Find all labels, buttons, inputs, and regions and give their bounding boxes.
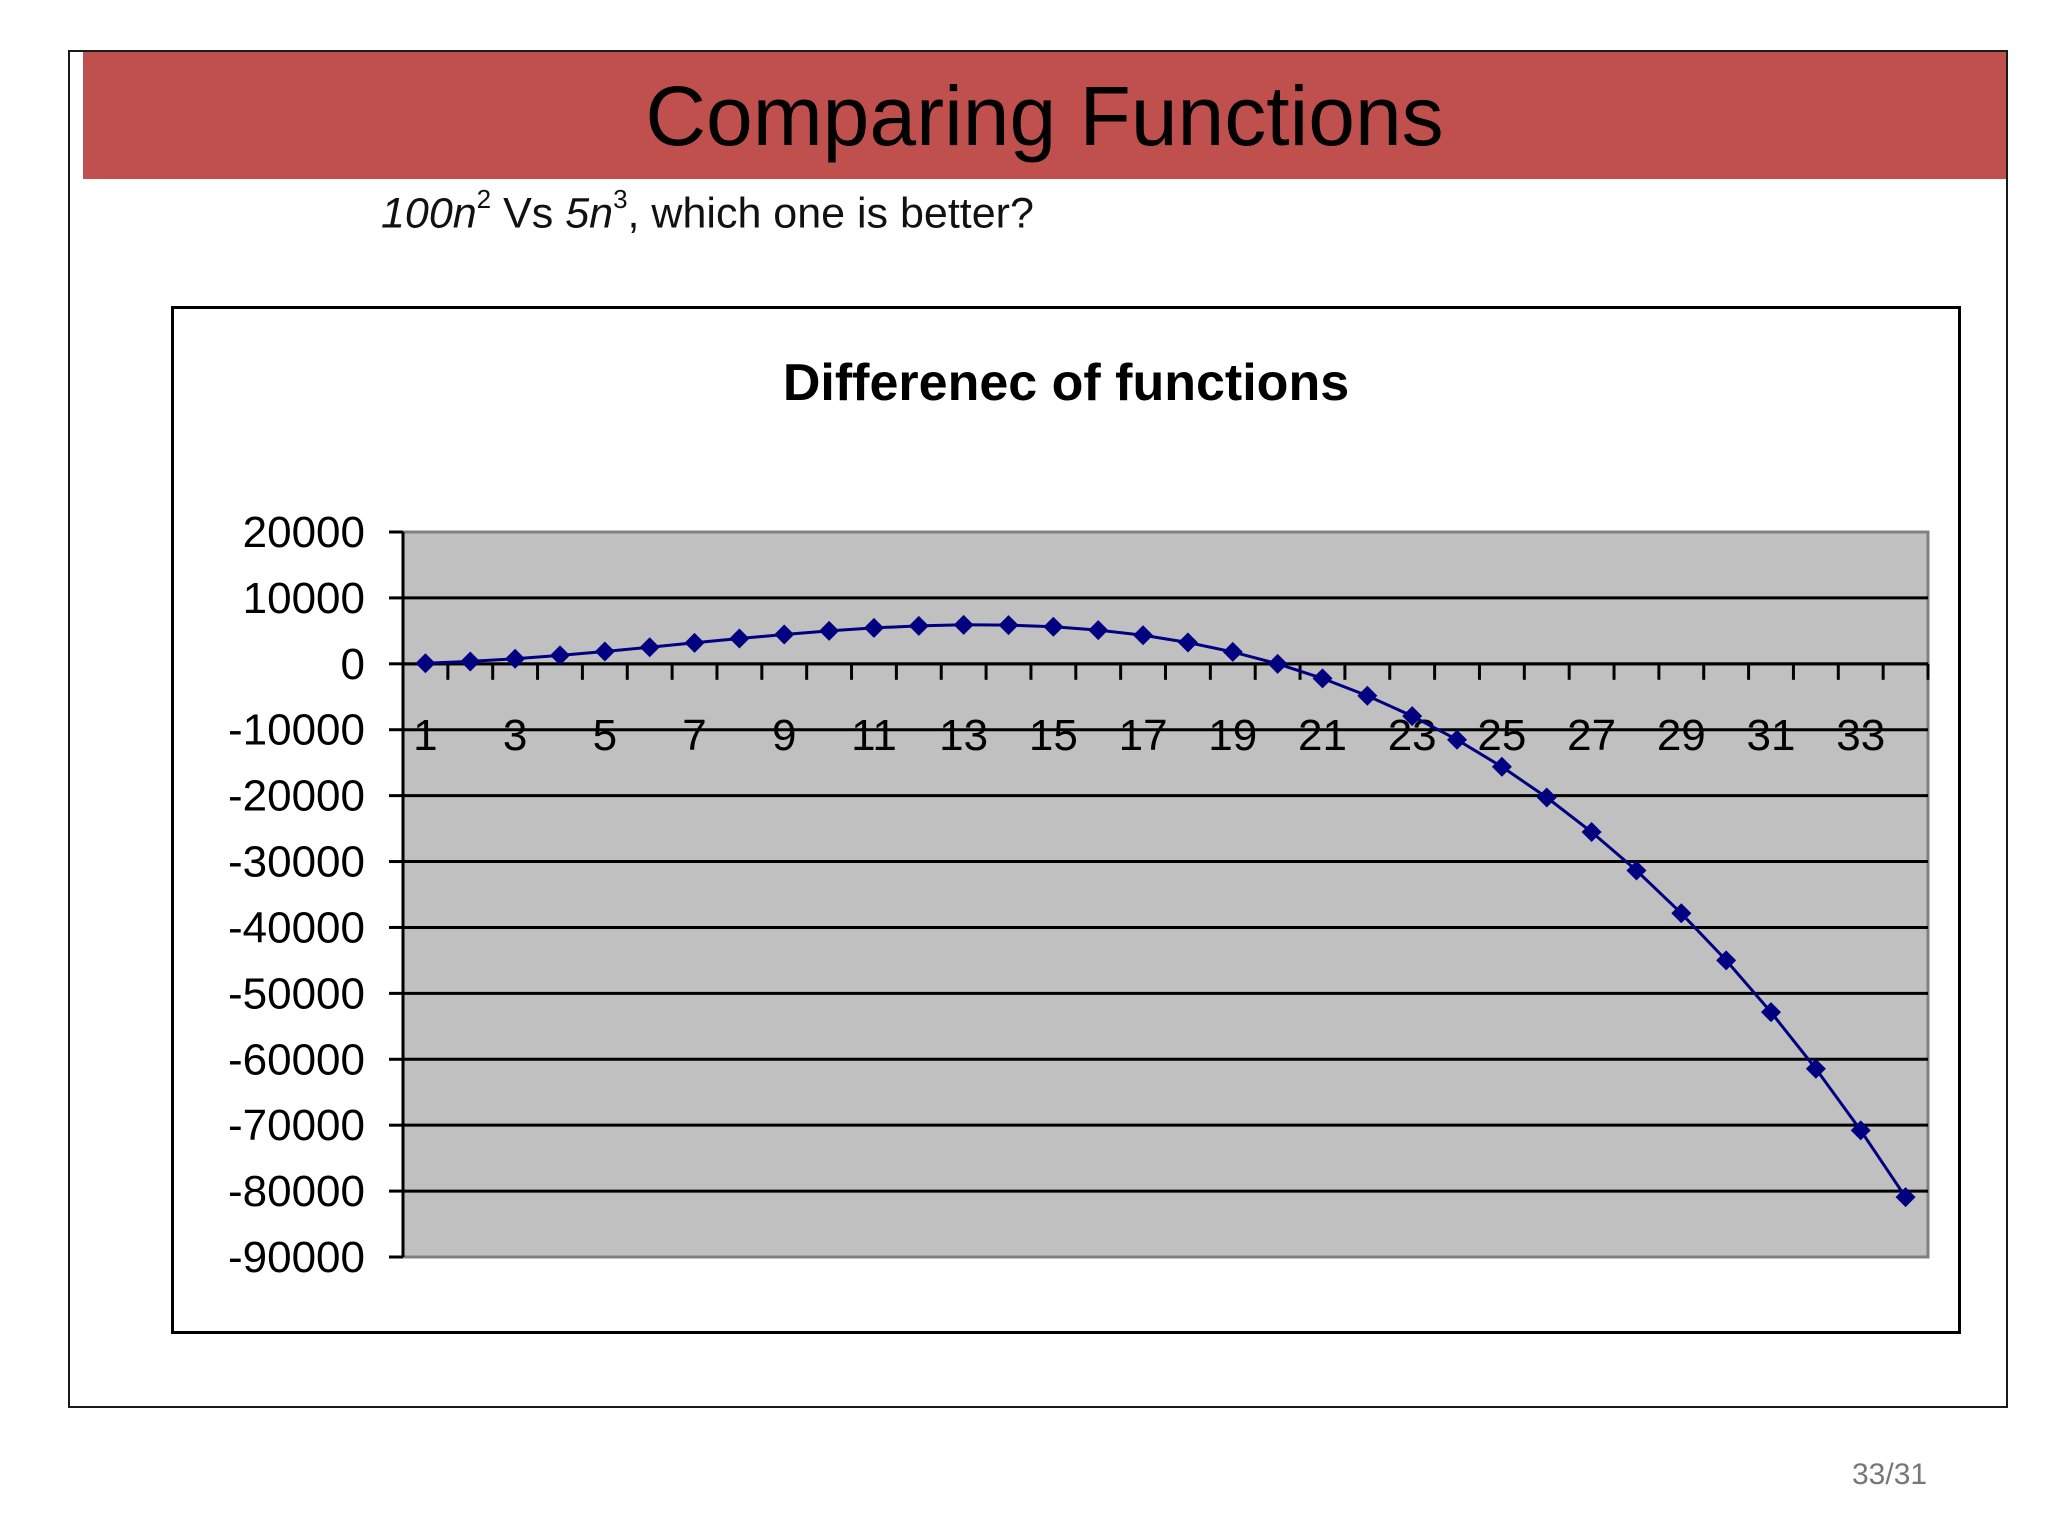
subtitle-exponent-1: 2 xyxy=(476,184,492,214)
page-number: 33/31 xyxy=(1852,1458,1928,1491)
data-point xyxy=(908,615,929,636)
data-point xyxy=(415,653,436,674)
y-tick-label: -90000 xyxy=(228,1233,365,1282)
data-point xyxy=(1491,756,1512,777)
data-point xyxy=(1895,1187,1916,1208)
x-tick-label: 9 xyxy=(772,711,796,760)
data-point xyxy=(1761,1002,1782,1023)
subtitle-function-1: 100n xyxy=(381,189,477,238)
x-tick-label: 7 xyxy=(682,711,706,760)
x-tick-label: 17 xyxy=(1119,711,1168,760)
x-tick-label: 13 xyxy=(939,711,988,760)
x-tick-label: 1 xyxy=(413,711,437,760)
data-point xyxy=(1805,1058,1826,1079)
data-point xyxy=(1357,685,1378,706)
subtitle-function-2: 5n xyxy=(565,189,614,238)
x-tick-label: 11 xyxy=(851,711,897,760)
x-tick-label: 27 xyxy=(1567,711,1616,760)
data-point xyxy=(505,648,526,669)
x-tick-label: 29 xyxy=(1657,711,1706,760)
data-point xyxy=(1267,653,1288,674)
x-tick-label: 5 xyxy=(593,711,617,760)
subtitle-exponent-2: 3 xyxy=(613,184,628,214)
y-tick-label: -80000 xyxy=(228,1167,365,1216)
chart-container: Differenec of functions 20000 10000 0 -10000… xyxy=(171,306,1961,1334)
data-point xyxy=(549,645,570,666)
data-point xyxy=(684,632,705,653)
data-point xyxy=(1043,616,1064,637)
y-tick-label: -50000 xyxy=(228,969,365,1018)
slide-subtitle: 100n2 Vs 5n3, which one is better? xyxy=(381,184,1034,238)
y-tick-label: -60000 xyxy=(228,1035,365,1084)
y-tick-label: 10000 xyxy=(243,574,365,623)
x-tick-label: 21 xyxy=(1298,711,1347,760)
data-point xyxy=(1402,706,1423,727)
data-point xyxy=(1222,641,1243,662)
subtitle-question: , which one is better? xyxy=(627,189,1034,238)
data-point xyxy=(1671,903,1692,924)
data-point xyxy=(863,617,884,638)
chart-title: Differenec of functions xyxy=(783,354,1349,412)
data-point xyxy=(1088,620,1109,641)
y-tick-label: -20000 xyxy=(228,772,365,821)
series-line xyxy=(425,623,1907,1199)
x-tick-label: 25 xyxy=(1477,711,1526,760)
chart-svg: Differenec of functions 20000 10000 0 -10000… xyxy=(228,354,1930,1282)
x-tick-label: 19 xyxy=(1208,711,1257,760)
data-point xyxy=(460,651,481,672)
data-point xyxy=(1850,1120,1871,1141)
x-tick-label: 31 xyxy=(1747,711,1796,760)
data-point xyxy=(998,615,1019,636)
data-point xyxy=(1626,860,1647,881)
title-bar: Comparing Functions xyxy=(83,52,2006,179)
y-tick-label: 20000 xyxy=(243,508,365,557)
data-point xyxy=(1447,729,1468,750)
data-point xyxy=(819,620,840,641)
y-tick-label: -70000 xyxy=(228,1101,365,1150)
data-point xyxy=(639,637,660,658)
data-point xyxy=(1716,950,1737,971)
x-tick-label: 33 xyxy=(1836,711,1885,760)
y-tick-label: -40000 xyxy=(228,903,365,952)
y-tick-label: -30000 xyxy=(228,838,365,887)
y-tick-label: -10000 xyxy=(228,706,365,755)
slide-title: Comparing Functions xyxy=(645,69,1444,163)
subtitle-vs: Vs xyxy=(491,189,566,238)
data-point xyxy=(1312,668,1333,689)
x-tick-label: 15 xyxy=(1029,711,1078,760)
data-point xyxy=(774,624,795,645)
x-tick-label: 3 xyxy=(503,711,527,760)
data-point xyxy=(1581,821,1602,842)
data-point xyxy=(594,641,615,662)
data-point xyxy=(1177,632,1198,653)
y-tick-label: 0 xyxy=(341,640,365,689)
data-point xyxy=(729,628,750,649)
plot-area xyxy=(401,530,1930,1259)
data-point xyxy=(953,614,974,635)
data-point xyxy=(1536,787,1557,808)
data-point xyxy=(1133,625,1154,646)
